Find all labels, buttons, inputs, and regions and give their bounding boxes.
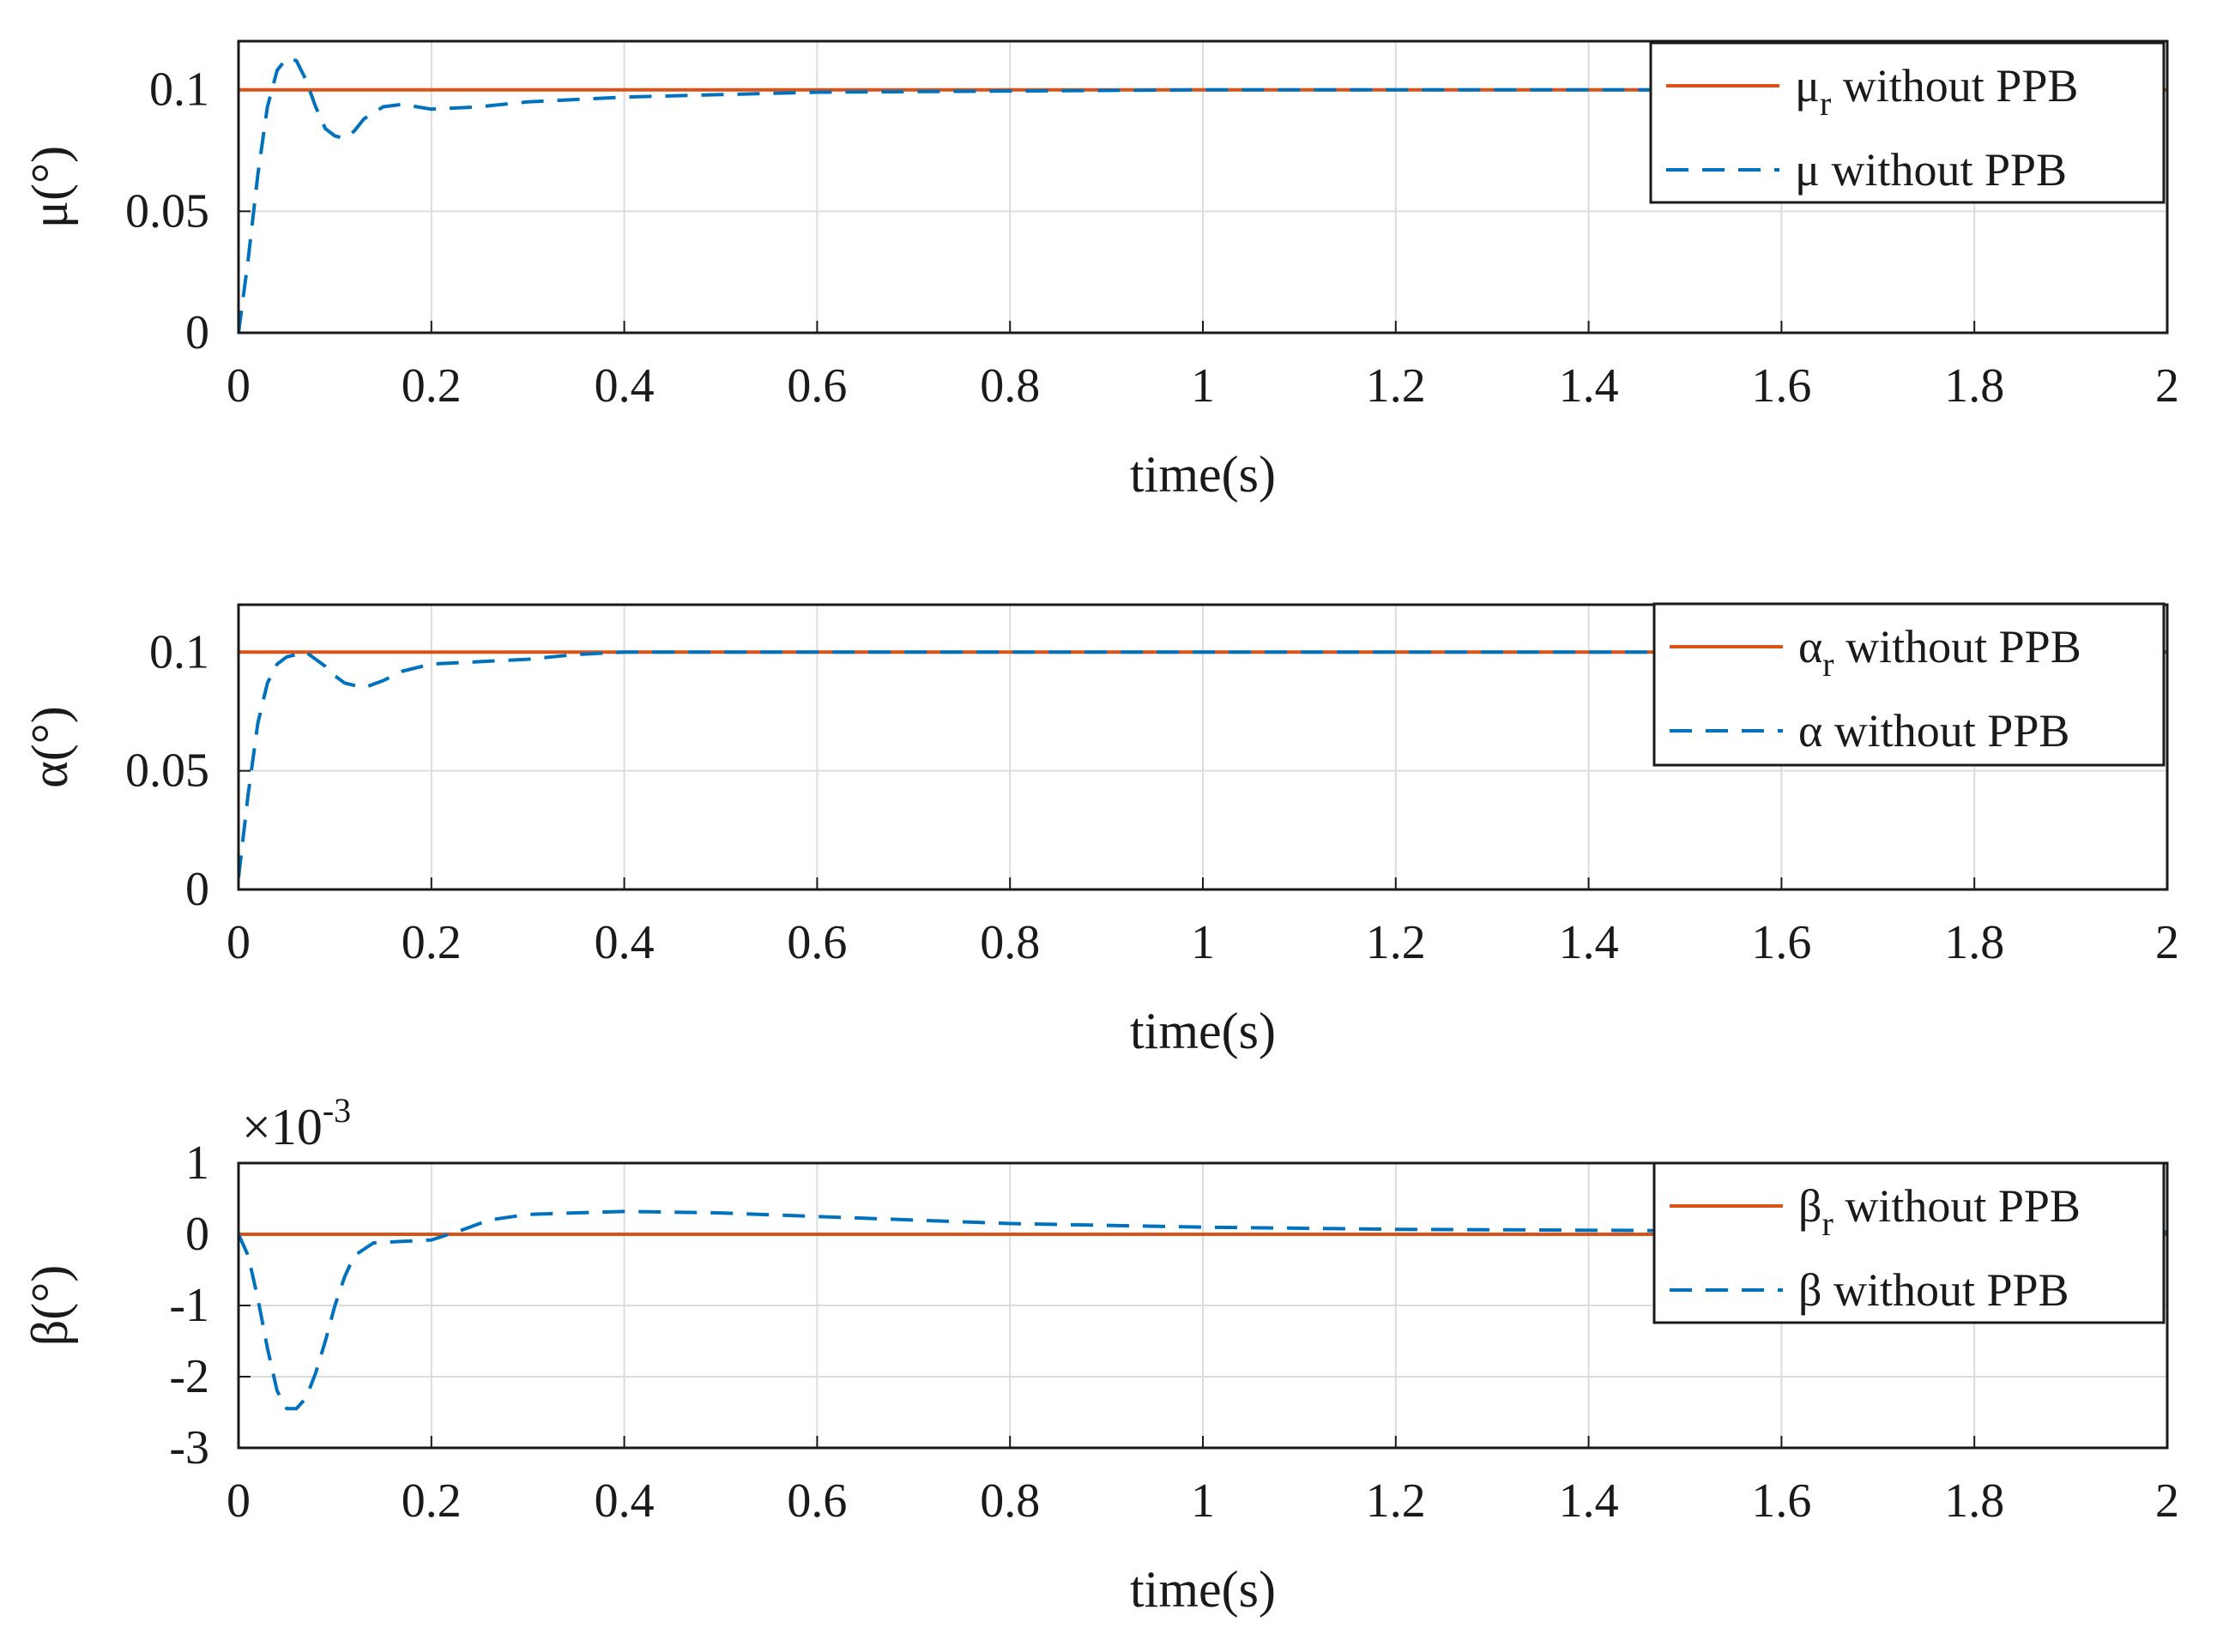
actual-series-line <box>239 650 2167 878</box>
legend-text: without PPB <box>1821 1264 2069 1316</box>
x-tick-label: 1.2 <box>1366 916 1426 969</box>
x-tick-label: 1.8 <box>1944 359 2004 413</box>
x-tick-label: 0 <box>227 1474 251 1528</box>
y-tick-label: 0 <box>185 863 209 916</box>
x-tick-label: 2 <box>2155 359 2179 413</box>
y-tick-label: 0 <box>185 1208 209 1261</box>
legend-symbol: α <box>1798 621 1822 672</box>
axes-box <box>237 1161 2169 1450</box>
x-tick-label: 1 <box>1191 359 1215 413</box>
legend-subscript: r <box>1822 645 1833 684</box>
legend-text: without PPB <box>1834 621 2081 672</box>
subplot-alpha: 0 0.2 0.4 0.6 0.8 1 1.2 1.4 1.6 1.8 2 0 0.05 0.1 time(… <box>21 602 2179 1059</box>
x-tick-label: 0.4 <box>595 916 655 969</box>
y-tick-label: 0.05 <box>125 745 209 798</box>
legend-entry-label: β without PPB <box>1798 1264 2069 1316</box>
y-tick-label: 0 <box>185 306 209 359</box>
x-tick-label: 0.8 <box>980 359 1040 413</box>
x-tick-label: 1.8 <box>1944 1474 2004 1528</box>
legend-box <box>1652 1161 2166 1324</box>
x-axis-label: time(s) <box>1130 446 1276 503</box>
subplot-mu: 0 0.2 0.4 0.6 0.8 1 1.2 1.4 1.6 1.8 2 0 0.05 0.1 time(… <box>21 39 2179 503</box>
x-tick-label: 0 <box>227 359 251 413</box>
legend-text: without PPB <box>1822 705 2069 757</box>
legend-text: without PPB <box>1820 144 2067 196</box>
x-tick-label: 0.4 <box>595 359 655 413</box>
y-tick-label: 1 <box>185 1137 209 1190</box>
y-tick-label: 0.05 <box>125 184 209 238</box>
x-tick-label: 1.6 <box>1751 916 1811 969</box>
x-axis-label: time(s) <box>1130 1561 1276 1618</box>
y-axis-label: α(°) <box>21 706 78 787</box>
legend-entry-label: αr without PPB <box>1798 621 2081 684</box>
x-tick-label: 0.8 <box>980 916 1040 969</box>
x-tick-label: 1.2 <box>1366 359 1426 413</box>
x-tick-label: 2 <box>2155 1474 2179 1528</box>
y-tick-label: -1 <box>169 1279 209 1332</box>
legend-box <box>1649 41 2166 204</box>
actual-series-line <box>239 1209 2167 1411</box>
legend-symbol: β <box>1798 1264 1821 1316</box>
legend-entry-label: α without PPB <box>1798 705 2069 757</box>
x-tick-label: 0.8 <box>980 1474 1040 1528</box>
x-tick-label: 1.4 <box>1559 359 1619 413</box>
x-tick-label: 0.6 <box>787 359 847 413</box>
x-tick-label: 0.6 <box>787 1474 847 1528</box>
x-tick-label: 0 <box>227 916 251 969</box>
y-axis-label: β(°) <box>21 1265 78 1346</box>
x-tick-label: 0.2 <box>402 916 462 969</box>
legend-symbol: μ <box>1795 144 1820 196</box>
axes-box <box>237 39 2169 335</box>
legend-entry-label: μr without PPB <box>1795 60 2078 123</box>
x-tick-label: 0.4 <box>595 1474 655 1528</box>
y-exponent-base: ×10 <box>242 1099 323 1155</box>
y-tick-label: 0.1 <box>149 63 209 117</box>
actual-series-line <box>239 56 2167 333</box>
x-tick-label: 1.8 <box>1944 916 2004 969</box>
legend-symbol: μ <box>1795 60 1820 112</box>
y-exponent-label: ×10-3 <box>242 1091 351 1155</box>
legend-subscript: r <box>1820 84 1831 123</box>
subplot-beta: 0 0.2 0.4 0.6 0.8 1 1.2 1.4 1.6 1.8 2 -3 -2 -1 0 1 time(… <box>21 1091 2179 1618</box>
legend-entry-label: μ without PPB <box>1795 144 2067 196</box>
x-tick-label: 1.4 <box>1559 916 1619 969</box>
legend-box <box>1652 602 2166 767</box>
x-tick-label: 2 <box>2155 916 2179 969</box>
y-axis-label: μ(°) <box>21 146 78 228</box>
y-tick-label: -2 <box>169 1350 209 1403</box>
x-tick-label: 1.2 <box>1366 1474 1426 1528</box>
legend-symbol: β <box>1798 1180 1821 1232</box>
legend-text: without PPB <box>1831 60 2078 112</box>
subplot-panels: 0 0.2 0.4 0.6 0.8 1 1.2 1.4 1.6 1.8 2 0 0.05 0.1 time(… <box>21 39 2179 1618</box>
x-tick-label: 0.2 <box>402 1474 462 1528</box>
legend-subscript: r <box>1821 1204 1833 1243</box>
x-tick-label: 0.2 <box>402 359 462 413</box>
x-tick-label: 1.6 <box>1751 359 1811 413</box>
y-tick-label: 0.1 <box>149 625 209 678</box>
x-tick-label: 0.6 <box>787 916 847 969</box>
y-exponent-power: -3 <box>323 1091 351 1130</box>
legend-symbol: α <box>1798 705 1822 757</box>
x-axis-label: time(s) <box>1130 1003 1276 1059</box>
axes-box <box>237 603 2169 891</box>
x-tick-label: 1 <box>1191 1474 1215 1528</box>
legend-entry-label: βr without PPB <box>1798 1180 2081 1243</box>
x-tick-label: 1.4 <box>1559 1474 1619 1528</box>
y-tick-label: -3 <box>169 1421 209 1474</box>
x-tick-label: 1.6 <box>1751 1474 1811 1528</box>
legend-text: without PPB <box>1833 1180 2081 1232</box>
x-tick-label: 1 <box>1191 916 1215 969</box>
